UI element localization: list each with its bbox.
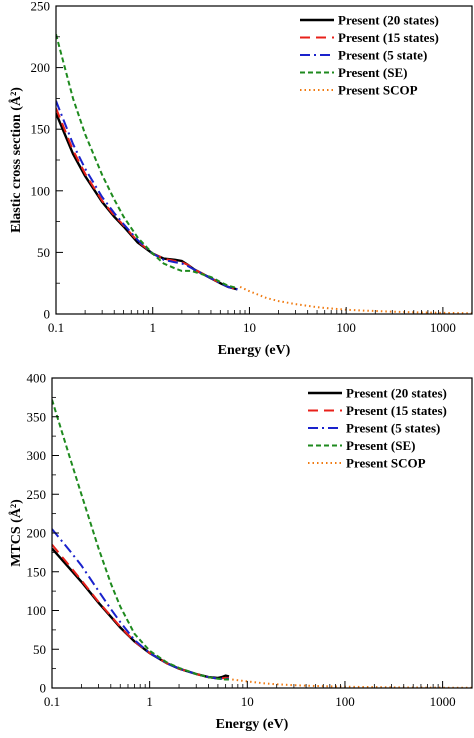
chart-panel-1: 0.1 1 10 100 1000 0 50 100 150 200 250 Energy (eV) E… bbox=[8, 0, 473, 358]
y-tick-label: 100 bbox=[27, 603, 47, 618]
x-tick-label: 0.1 bbox=[44, 694, 60, 709]
legend-label: Present (5 state) bbox=[338, 48, 427, 63]
x-tick-label: 1000 bbox=[430, 320, 456, 335]
chart-panel-2: 0.1 1 10 100 1000 0 50 100 150 200 250 300 350 400 Ene… bbox=[8, 371, 473, 732]
y-tick-label: 300 bbox=[27, 448, 47, 463]
y-tick-label: 350 bbox=[27, 409, 47, 424]
y-tick-label: 400 bbox=[27, 371, 47, 386]
series-line-present-scop bbox=[232, 678, 472, 688]
y-tick-label: 150 bbox=[31, 122, 51, 137]
x-tick-label: 10 bbox=[241, 694, 254, 709]
y-tick-label: 200 bbox=[27, 526, 47, 541]
y-tick-label: 0 bbox=[40, 681, 47, 696]
series-line-present-se bbox=[56, 34, 238, 290]
y-tick-label: 100 bbox=[31, 183, 51, 198]
series-line-present-scop bbox=[239, 285, 472, 314]
legend-label: Present (SE) bbox=[338, 65, 407, 80]
series-line-present-15-states bbox=[56, 107, 238, 291]
x-tick-label: 1000 bbox=[430, 694, 456, 709]
y-axis-label: MTCS (Å²) bbox=[8, 499, 24, 567]
series-line-present-15-states bbox=[52, 543, 229, 680]
y-tick-label: 250 bbox=[27, 487, 47, 502]
series-line-present-20-states bbox=[56, 112, 238, 291]
legend-label: Present (5 states) bbox=[346, 421, 440, 436]
legend-label: Present (20 states) bbox=[346, 386, 447, 401]
x-tick-label: 1 bbox=[149, 320, 156, 335]
y-tick-label: 250 bbox=[31, 0, 51, 14]
legend-label: Present SCOP bbox=[346, 456, 426, 471]
x-tick-label: 0.1 bbox=[48, 320, 64, 335]
x-tick-label: 10 bbox=[243, 320, 256, 335]
x-tick-label: 100 bbox=[335, 694, 355, 709]
series-line-present-5-states bbox=[52, 528, 229, 680]
y-tick-label: 50 bbox=[33, 642, 46, 657]
legend-label: Present SCOP bbox=[338, 83, 418, 98]
legend-label: Present (SE) bbox=[346, 438, 415, 453]
legend-label: Present (15 states) bbox=[338, 30, 439, 45]
x-axis-label: Energy (eV) bbox=[218, 343, 291, 358]
y-tick-label: 0 bbox=[44, 307, 51, 322]
y-axis-label: Elastic cross section (Å²) bbox=[8, 87, 24, 233]
y-tick-label: 200 bbox=[31, 60, 51, 75]
x-tick-label: 100 bbox=[336, 320, 356, 335]
series-line-present-se bbox=[52, 399, 229, 681]
y-tick-label: 150 bbox=[27, 564, 47, 579]
series-line-present-5-state bbox=[56, 100, 238, 291]
legend-label: Present (20 states) bbox=[338, 13, 439, 28]
series-line-present-20-states bbox=[52, 547, 230, 680]
x-tick-label: 1 bbox=[146, 694, 153, 709]
y-tick-label: 50 bbox=[37, 245, 50, 260]
x-axis-label: Energy (eV) bbox=[216, 717, 289, 732]
legend-label: Present (15 states) bbox=[346, 403, 447, 418]
